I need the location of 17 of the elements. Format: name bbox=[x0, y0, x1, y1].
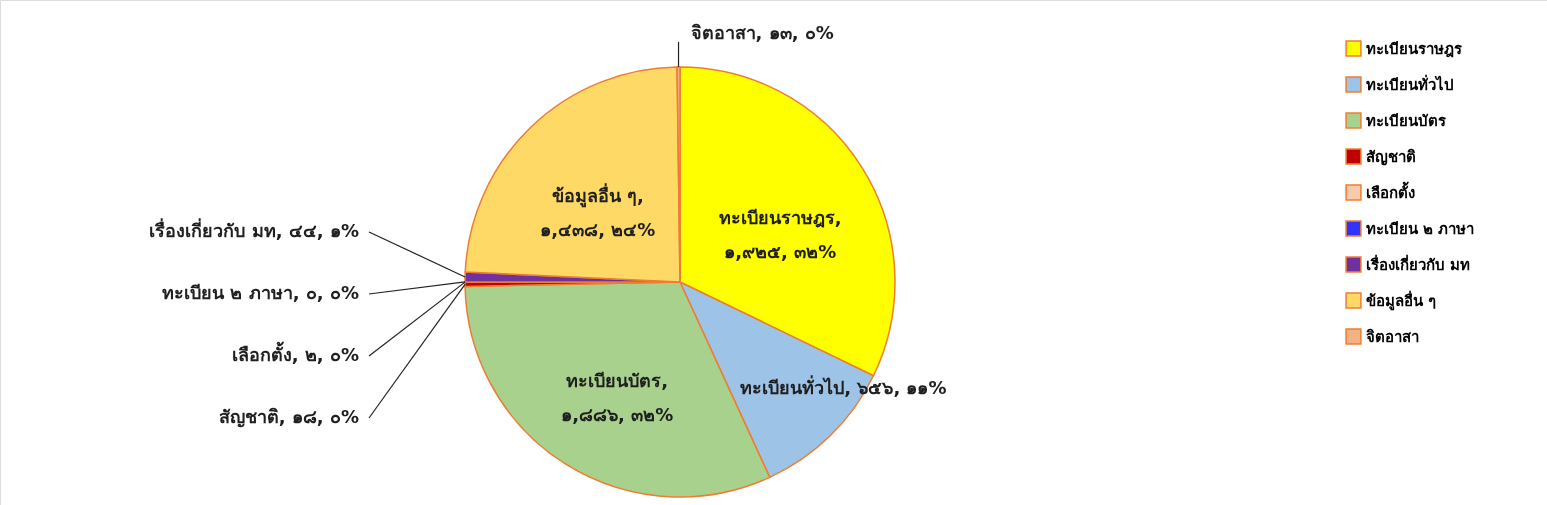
legend-label: จิตอาสา bbox=[1366, 327, 1419, 346]
legend-label: ทะเบียนราษฎร bbox=[1366, 39, 1463, 58]
legend-label: ทะเบียนทั่วไป bbox=[1366, 73, 1454, 94]
legend-label: ทะเบียนบัตร bbox=[1366, 111, 1447, 130]
data-label: ทะเบียนบัตร, ๑,๘๘๖, ๓๒% bbox=[561, 370, 674, 426]
legend-label: เลือกตั้ง bbox=[1366, 180, 1415, 202]
data-label: เลือกตั้ง, ๒, ๐% bbox=[231, 341, 359, 365]
legend-label: สัญชาติ bbox=[1366, 147, 1416, 166]
data-label: เรื่องเกี่ยวกับ มท, ๔๔, ๑% bbox=[149, 218, 359, 241]
legend-label: ทะเบียน ๒ ภาษา bbox=[1366, 219, 1475, 238]
data-label: ข้อมูลอื่น ๆ, ๑,๔๓๘, ๒๔% bbox=[540, 183, 656, 241]
data-label: ทะเบียนราษฎร, ๑,๙๒๕, ๓๒% bbox=[718, 207, 842, 263]
legend-label: ข้อมูลอื่น ๆ bbox=[1366, 289, 1437, 311]
data-label: สัญชาติ, ๑๘, ๐% bbox=[218, 406, 359, 428]
data-label: จิตอาสา, ๑๓, ๐% bbox=[690, 22, 834, 43]
legend-label: เรื่องเกี่ยวกับ มท bbox=[1366, 253, 1471, 274]
text: ทะเบียน ๒ ภาษา, ๐, ๐% bbox=[162, 282, 359, 303]
